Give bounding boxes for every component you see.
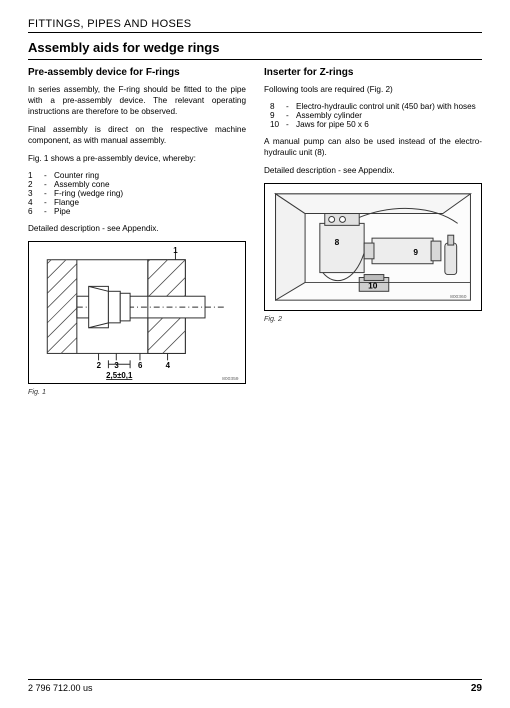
right-para-1: Following tools are required (Fig. 2) — [264, 84, 482, 95]
legend-row: 8-Electro-hydraulic control unit (450 ba… — [270, 102, 482, 111]
fig1-label-1: 1 — [173, 246, 178, 255]
fig1-code: 800359 — [222, 376, 239, 382]
left-para-1: In series assembly, the F-ring should be… — [28, 84, 246, 117]
figure-1-svg: 1 2 3 6 4 2,5±0,1 800359 — [29, 242, 245, 383]
left-para-2: Final assembly is direct on the respecti… — [28, 124, 246, 146]
legend-row: 1-Counter ring — [28, 171, 246, 180]
left-subhead: Pre-assembly device for F-rings — [28, 67, 246, 78]
footer-page-number: 29 — [471, 683, 482, 694]
figure-2: 8 9 10 800360 — [264, 183, 482, 311]
category-header: FITTINGS, PIPES AND HOSES — [28, 18, 482, 33]
fig2-label-8: 8 — [335, 237, 340, 247]
right-column: Inserter for Z-rings Following tools are… — [264, 67, 482, 396]
left-para-3: Fig. 1 shows a pre-assembly device, wher… — [28, 153, 246, 164]
fig2-label-9: 9 — [413, 247, 418, 257]
figure-1: 1 2 3 6 4 2,5±0,1 800359 — [28, 241, 246, 384]
fig1-label-b2: 3 — [114, 362, 119, 371]
fig2-label-10: 10 — [368, 281, 378, 291]
figure-2-svg: 8 9 10 800360 — [265, 184, 481, 310]
fig1-label-b3: 6 — [138, 362, 143, 371]
legend-row: 10-Jaws for pipe 50 x 6 — [270, 120, 482, 129]
figure-2-caption: Fig. 2 — [264, 314, 482, 323]
content-columns: Pre-assembly device for F-rings In serie… — [28, 67, 482, 396]
footer-doc-number: 2 796 712.00 us — [28, 683, 93, 694]
legend-row: 3-F-ring (wedge ring) — [28, 189, 246, 198]
page-title: Assembly aids for wedge rings — [28, 40, 482, 60]
legend-num: 1 — [28, 171, 44, 180]
legend-text: Counter ring — [54, 171, 99, 180]
figure-1-caption: Fig. 1 — [28, 387, 246, 396]
right-legend: 8-Electro-hydraulic control unit (450 ba… — [270, 102, 482, 129]
right-para-2: A manual pump can also be used instead o… — [264, 136, 482, 158]
legend-dash: - — [44, 171, 54, 180]
right-detail: Detailed description - see Appendix. — [264, 165, 482, 176]
legend-row: 4-Flange — [28, 198, 246, 207]
fig1-label-b1: 2 — [97, 362, 102, 371]
fig2-code: 800360 — [450, 294, 467, 300]
legend-row: 2-Assembly cone — [28, 180, 246, 189]
left-legend: 1-Counter ring 2-Assembly cone 3-F-ring … — [28, 171, 246, 216]
fig1-label-b4: 4 — [166, 362, 171, 371]
left-column: Pre-assembly device for F-rings In serie… — [28, 67, 246, 396]
legend-row: 6-Pipe — [28, 207, 246, 216]
left-detail: Detailed description - see Appendix. — [28, 223, 246, 234]
right-subhead: Inserter for Z-rings — [264, 67, 482, 78]
fig1-dimension: 2,5±0,1 — [106, 372, 133, 381]
legend-row: 9-Assembly cylinder — [270, 111, 482, 120]
page-footer: 2 796 712.00 us 29 — [28, 679, 482, 694]
